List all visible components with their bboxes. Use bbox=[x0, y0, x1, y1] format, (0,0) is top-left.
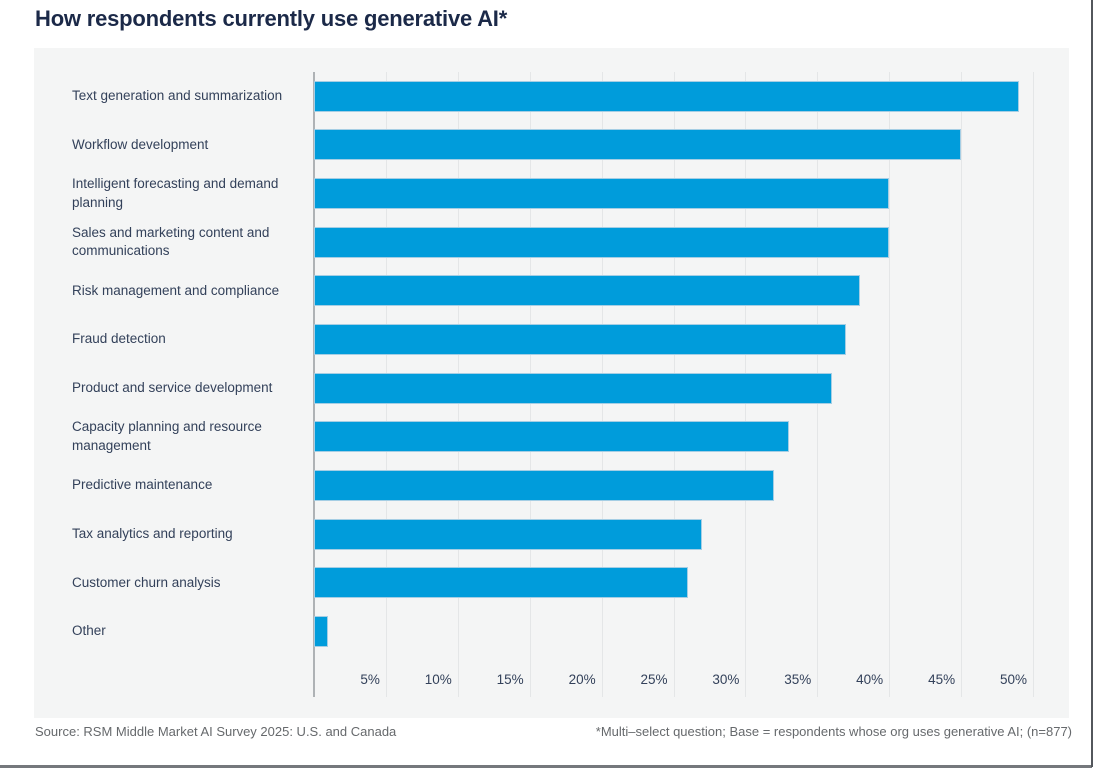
bar-track bbox=[314, 324, 1033, 356]
chart-row: Workflow development bbox=[72, 121, 1033, 170]
category-label: Other bbox=[72, 623, 106, 639]
bar-track bbox=[314, 129, 1033, 161]
gridline bbox=[961, 72, 963, 697]
axis-tick-label: 50% bbox=[999, 672, 1027, 687]
category-label: Product and service development bbox=[72, 379, 273, 395]
category-label: Intelligent forecasting and demand plann… bbox=[72, 176, 279, 210]
x-axis: 5% 10% 15% 20% 25% 30% 35% 40% 45% 50% bbox=[314, 670, 1033, 690]
bar bbox=[314, 324, 847, 356]
chart-row: Capacity planning and resource managemen… bbox=[72, 413, 1033, 462]
bar-track bbox=[314, 178, 1033, 210]
bar bbox=[314, 470, 775, 502]
bar-track bbox=[314, 518, 1033, 550]
right-rule bbox=[1091, 0, 1093, 767]
category-label: Text generation and summarization bbox=[72, 88, 283, 104]
bar-track bbox=[314, 616, 1033, 648]
bar bbox=[314, 129, 962, 161]
bar bbox=[314, 80, 1019, 112]
category-label: Sales and marketing content and communic… bbox=[72, 224, 270, 259]
bar-track bbox=[314, 275, 1033, 307]
chart-row: Fraud detection bbox=[72, 315, 1033, 364]
category-label: Customer churn analysis bbox=[72, 574, 221, 590]
chart-row: Text generation and summarization bbox=[72, 72, 1033, 121]
category-label: Predictive maintenance bbox=[72, 477, 213, 493]
bar-track bbox=[314, 80, 1033, 112]
chart-row: Other bbox=[72, 607, 1033, 656]
chart-row: Risk management and compliance bbox=[72, 267, 1033, 316]
source-text: Source: RSM Middle Market AI Survey 2025… bbox=[35, 724, 397, 739]
bar bbox=[314, 372, 832, 404]
axis-tick-label: 5% bbox=[360, 672, 380, 687]
axis-tick-label: 40% bbox=[856, 672, 884, 687]
category-label: Fraud detection bbox=[72, 331, 166, 347]
category-label: Workflow development bbox=[72, 136, 209, 152]
bar bbox=[314, 567, 688, 599]
axis-tick-label: 20% bbox=[568, 672, 596, 687]
bar-chart: Text generation and summarization Workflo… bbox=[72, 72, 1033, 656]
bar bbox=[314, 178, 890, 210]
chart-panel: Text generation and summarization Workflo… bbox=[34, 48, 1069, 718]
chart-row: Product and service development bbox=[72, 364, 1033, 413]
chart-row: Intelligent forecasting and demand plann… bbox=[72, 169, 1033, 218]
chart-row: Predictive maintenance bbox=[72, 461, 1033, 510]
axis-tick-label: 15% bbox=[496, 672, 524, 687]
page-title: How respondents currently use generative… bbox=[35, 6, 508, 31]
category-label: Tax analytics and reporting bbox=[72, 525, 233, 541]
gridline bbox=[889, 72, 891, 697]
bar bbox=[314, 518, 703, 550]
bar-track bbox=[314, 372, 1033, 404]
bar bbox=[314, 421, 789, 453]
category-label: Capacity planning and resource managemen… bbox=[72, 419, 262, 453]
axis-tick-label: 10% bbox=[424, 672, 452, 687]
bar-track bbox=[314, 470, 1033, 502]
chart-row: Sales and marketing content and communic… bbox=[72, 218, 1033, 267]
gridline bbox=[1033, 72, 1034, 697]
bar-track bbox=[314, 226, 1033, 258]
axis-tick-label: 25% bbox=[640, 672, 668, 687]
bar bbox=[314, 275, 861, 307]
axis-tick-label: 35% bbox=[784, 672, 812, 687]
chart-row: Customer churn analysis bbox=[72, 559, 1033, 608]
bottom-rule bbox=[0, 765, 1092, 768]
axis-tick-label: 30% bbox=[712, 672, 740, 687]
footnote-text: *Multi–select question; Base = responden… bbox=[595, 724, 1072, 739]
axis-tick-label: 45% bbox=[928, 672, 956, 687]
bar bbox=[314, 226, 890, 258]
bar bbox=[314, 616, 329, 648]
bar-track bbox=[314, 421, 1033, 453]
category-label: Risk management and compliance bbox=[72, 282, 280, 298]
chart-row: Tax analytics and reporting bbox=[72, 510, 1033, 559]
bar-track bbox=[314, 567, 1033, 599]
